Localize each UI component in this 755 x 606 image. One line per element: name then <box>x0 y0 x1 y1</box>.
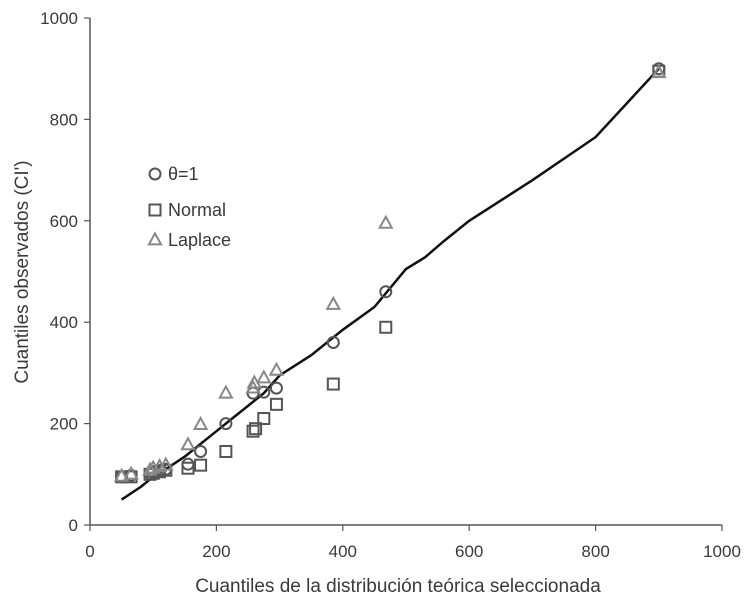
square-point <box>326 377 340 391</box>
legend-square-icon <box>148 203 162 217</box>
y-axis-title: Cuantiles observados (CI') <box>12 160 33 383</box>
circle-point <box>194 444 208 458</box>
tick-labels: 0 200 400 600 800 1000 0 200 400 600 800 1000 <box>40 9 741 561</box>
x-tick-label: 600 <box>455 542 483 561</box>
circle-point <box>181 457 195 471</box>
legend-label: θ=1 <box>168 164 199 184</box>
triangle-point <box>192 415 209 431</box>
x-axis-title: Cuantiles de la distribución teórica sel… <box>195 576 601 597</box>
square-point <box>249 422 263 436</box>
triangle-point <box>378 214 394 229</box>
reference-line-group <box>120 67 660 501</box>
triangle-point <box>651 64 667 79</box>
triangle-point <box>268 361 285 376</box>
circle-point <box>326 335 340 349</box>
circle-point <box>269 381 283 395</box>
square-point <box>246 424 260 438</box>
y-tick-label: 800 <box>50 110 78 129</box>
circle-point <box>379 285 393 299</box>
y-tick-label: 400 <box>50 313 78 332</box>
triangle-point <box>218 384 234 399</box>
x-tick-label: 800 <box>581 542 609 561</box>
legend: θ=1 Normal Laplace <box>147 164 231 250</box>
square-point <box>269 397 283 411</box>
triangle-point <box>180 436 196 451</box>
legend-label: Laplace <box>168 230 231 250</box>
legend-circle-icon <box>148 167 162 181</box>
triangle-point <box>325 295 342 310</box>
triangle-point <box>123 465 139 480</box>
square-point <box>181 461 195 475</box>
x-tick-label: 0 <box>85 542 94 561</box>
legend-label: Normal <box>168 200 226 220</box>
circle-point <box>219 417 233 431</box>
y-tick-label: 1000 <box>40 9 78 28</box>
square-point <box>219 444 233 458</box>
square-point <box>194 458 208 472</box>
y-tick-label: 0 <box>69 516 78 535</box>
legend-triangle-icon <box>147 231 163 246</box>
reference-line <box>120 67 660 501</box>
x-tick-label: 200 <box>202 542 230 561</box>
triangle-point <box>158 456 174 471</box>
triangle-point <box>142 461 158 476</box>
x-tick-label: 400 <box>329 542 357 561</box>
y-tick-label: 200 <box>50 415 78 434</box>
axes <box>89 18 722 526</box>
square-point <box>379 320 393 334</box>
data-points <box>113 62 667 484</box>
triangle-point <box>256 369 272 384</box>
y-tick-label: 600 <box>50 212 78 231</box>
triangle-point <box>113 467 130 482</box>
square-point <box>257 412 271 426</box>
x-tick-label: 1000 <box>703 542 741 561</box>
